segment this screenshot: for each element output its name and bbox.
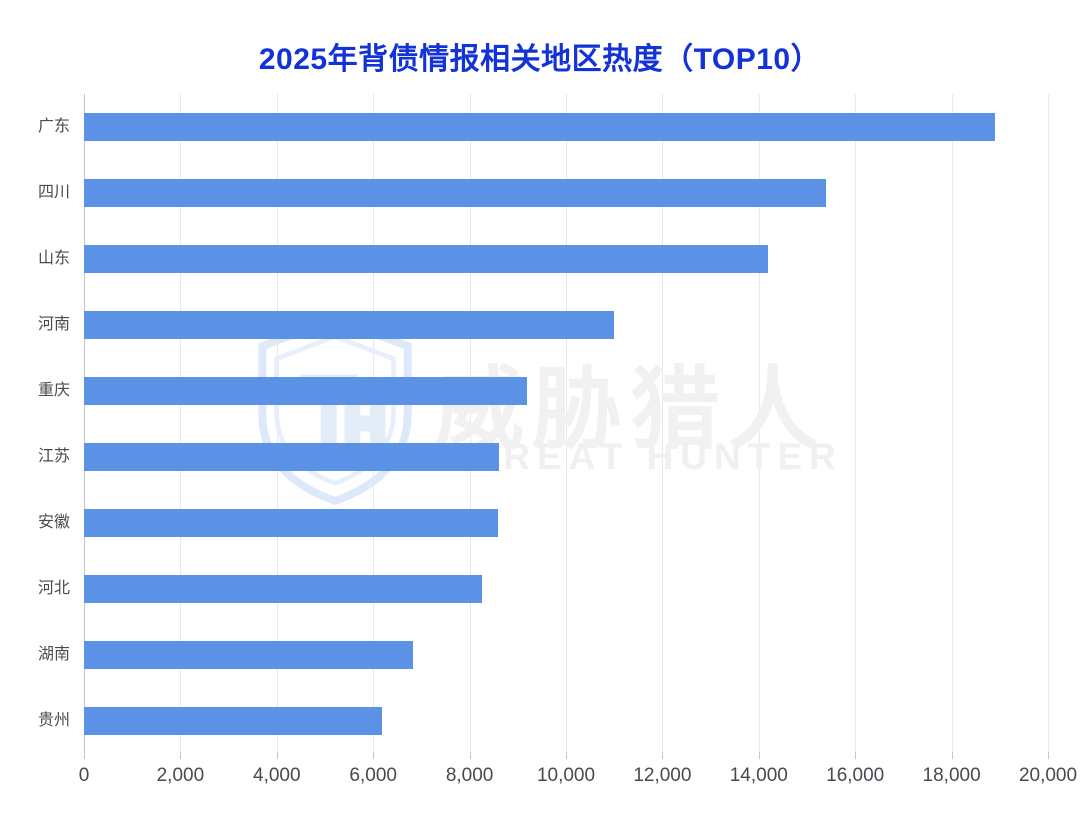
category-label: 江苏: [37, 448, 70, 465]
gridline: [855, 94, 857, 752]
category-label: 河南: [37, 316, 70, 333]
y-axis-line: [84, 94, 85, 752]
x-axis-tick-label: 12,000: [633, 765, 692, 786]
gridline: [662, 94, 664, 752]
gridline: [951, 94, 953, 752]
x-axis-tick-label: 2,000: [156, 765, 205, 786]
x-axis-tick-label: 0: [78, 765, 90, 786]
gridline: [758, 94, 760, 752]
x-axis-tick: [276, 752, 278, 759]
gridline: [1048, 94, 1049, 752]
bar[interactable]: [84, 509, 499, 537]
gridline: [180, 94, 182, 752]
bar[interactable]: [84, 179, 827, 207]
gridline: [469, 94, 471, 752]
x-axis-tick: [855, 752, 857, 759]
x-axis-tick-label: 14,000: [729, 765, 788, 786]
x-axis-tick: [373, 752, 375, 759]
gridline: [566, 94, 567, 752]
category-label: 重庆: [37, 382, 70, 399]
x-axis-tick: [180, 752, 182, 759]
x-axis-tick-label: 8,000: [445, 765, 494, 786]
x-axis-tick-label: 16,000: [826, 765, 885, 786]
x-axis-tick: [758, 752, 760, 759]
category-label: 广东: [37, 118, 70, 135]
category-label: 湖南: [37, 646, 70, 663]
x-axis-tick: [469, 752, 471, 759]
x-axis-tick-label: 6,000: [349, 765, 397, 786]
x-axis-tick: [662, 752, 664, 759]
bar[interactable]: [84, 377, 528, 405]
x-axis-tick: [951, 752, 953, 759]
x-axis-tick-label: 4,000: [253, 765, 301, 786]
category-label: 贵州: [37, 712, 70, 729]
bar[interactable]: [84, 575, 482, 603]
bar[interactable]: [84, 641, 413, 669]
bar[interactable]: [84, 707, 382, 735]
category-label: 安徽: [37, 514, 70, 531]
x-axis-tick: [1048, 752, 1049, 759]
x-axis-tick-label: 20,000: [1018, 765, 1078, 786]
x-axis-tick-label: 18,000: [922, 765, 981, 786]
watermark-text-en: THREAT HUNTER: [440, 436, 843, 477]
bar[interactable]: [84, 245, 769, 273]
category-label: 四川: [37, 184, 70, 201]
bar[interactable]: [84, 443, 500, 471]
bar[interactable]: [84, 311, 615, 339]
x-axis-tick-label: 10,000: [536, 765, 596, 786]
category-label: 山东: [37, 250, 70, 267]
chart-title: 2025年背债情报相关地区热度（TOP10）: [258, 43, 822, 76]
bar[interactable]: [84, 113, 995, 141]
threat-hunter-shield-logo-icon: [258, 314, 412, 506]
x-axis-tick: [566, 752, 567, 759]
x-axis-tick: [84, 752, 85, 759]
category-label: 河北: [37, 580, 70, 597]
